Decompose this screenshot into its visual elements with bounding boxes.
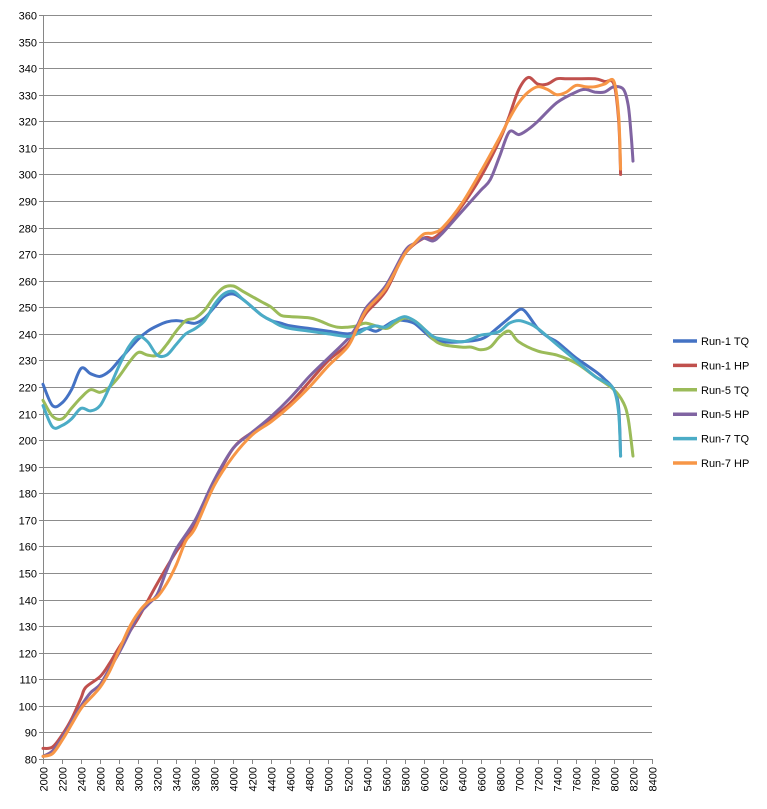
x-tick-label: 3000 (134, 767, 146, 791)
x-tick-label: 6200 (439, 767, 451, 791)
y-tick-label: 260 (19, 277, 37, 289)
x-tick-label: 7600 (572, 767, 584, 791)
y-tick-label: 150 (19, 569, 37, 581)
y-tick-label: 280 (19, 224, 37, 236)
legend-label-run-7-hp: Run-7 HP (701, 458, 749, 470)
x-tick-label: 4800 (305, 767, 317, 791)
y-tick-label: 160 (19, 542, 37, 554)
x-tick-label: 7400 (553, 767, 565, 791)
y-tick-label: 220 (19, 383, 37, 395)
x-tick-label: 7200 (534, 767, 546, 791)
x-tick-label: 3800 (210, 767, 222, 791)
x-tick-label: 4000 (229, 767, 241, 791)
x-tick-label: 6600 (477, 767, 489, 791)
y-tick-label: 320 (19, 117, 37, 129)
x-tick-label: 4600 (286, 767, 298, 791)
x-tick-label: 3400 (172, 767, 184, 791)
y-tick-label: 360 (19, 11, 37, 23)
x-tick-label: 6400 (458, 767, 470, 791)
y-tick-label: 110 (19, 675, 37, 687)
y-tick-label: 330 (19, 91, 37, 103)
y-tick-label: 80 (25, 755, 37, 767)
y-tick-label: 140 (19, 596, 37, 608)
x-tick-label: 4400 (267, 767, 279, 791)
legend-label-run-1-hp: Run-1 HP (701, 360, 749, 372)
y-tick-label: 210 (19, 410, 37, 422)
y-tick-label: 350 (19, 38, 37, 50)
y-tick-label: 250 (19, 303, 37, 315)
legend-label-run-1-tq: Run-1 TQ (701, 336, 750, 348)
x-tick-label: 4200 (248, 767, 260, 791)
x-tick-label: 5200 (344, 767, 356, 791)
y-tick-label: 230 (19, 356, 37, 368)
x-tick-label: 3200 (153, 767, 165, 791)
legend-label-run-7-tq: Run-7 TQ (701, 434, 750, 446)
y-tick-label: 120 (19, 649, 37, 661)
series-line-run-7-hp (41, 77, 623, 758)
series-line-run-7-tq (41, 289, 623, 458)
y-tick-label: 340 (19, 64, 37, 76)
x-tick-label: 2800 (115, 767, 127, 791)
x-tick-label: 5400 (363, 767, 375, 791)
x-tick-label: 6800 (496, 767, 508, 791)
x-tick-label: 7800 (591, 767, 603, 791)
y-tick-label: 180 (19, 489, 37, 501)
x-tick-label: 6000 (420, 767, 432, 791)
legend-label-run-5-hp: Run-5 HP (701, 409, 749, 421)
x-tick-label: 8200 (629, 767, 641, 791)
x-tick-label: 3600 (191, 767, 203, 791)
x-tick-label: 2200 (58, 767, 70, 791)
series-line-run-1-tq (41, 292, 623, 458)
x-tick-label: 2600 (96, 767, 108, 791)
x-tick-label: 5800 (401, 767, 413, 791)
legend: Run-1 TQ Run-1 HP Run-5 TQ Run-5 HP Run-7 TQ… (673, 336, 750, 470)
y-tick-label: 290 (19, 197, 37, 209)
y-tick-label: 100 (19, 702, 37, 714)
y-tick-label: 310 (19, 144, 37, 156)
x-tick-label: 8400 (648, 767, 660, 791)
y-tick-label: 270 (19, 250, 37, 262)
y-tick-label: 190 (19, 463, 37, 475)
x-tick-label: 5600 (382, 767, 394, 791)
y-tick-label: 300 (19, 170, 37, 182)
x-tick-label: 2000 (39, 767, 51, 791)
axes: 80 90 100 110 120 130 140 150 160 170 180 190 200 210… (19, 11, 660, 792)
gridlines (43, 15, 652, 760)
y-tick-label: 200 (19, 436, 37, 448)
y-tick-label: 240 (19, 330, 37, 342)
x-tick-label: 2400 (77, 767, 89, 791)
x-tick-label: 5000 (324, 767, 336, 791)
y-tick-label: 130 (19, 622, 37, 634)
y-tick-label: 170 (19, 516, 37, 528)
series-lines (41, 75, 635, 758)
series-line-run-5-tq (41, 284, 635, 458)
x-tick-label: 8000 (610, 767, 622, 791)
y-tick-label: 90 (25, 728, 37, 740)
legend-label-run-5-tq: Run-5 TQ (701, 385, 750, 397)
x-tick-label: 7000 (515, 767, 527, 791)
